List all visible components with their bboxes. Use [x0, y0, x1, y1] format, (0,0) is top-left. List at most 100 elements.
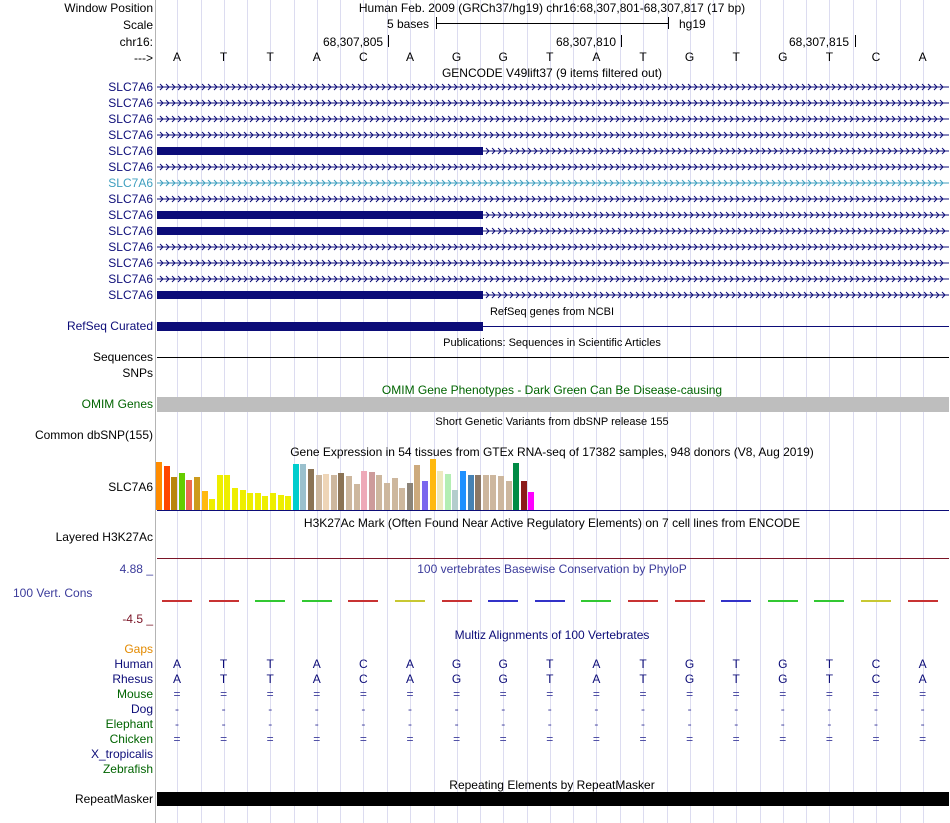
multiz-species-label[interactable]: Human [114, 657, 153, 671]
phylop-score-mark[interactable] [861, 600, 891, 602]
gtex-tissue-bar[interactable] [490, 475, 497, 510]
publications-line[interactable] [157, 357, 949, 358]
gtex-tissue-bar[interactable] [201, 491, 208, 510]
phylop-score-mark[interactable] [767, 600, 798, 602]
gtex-tissue-bar[interactable] [285, 496, 292, 510]
gtex-tissue-bar[interactable] [239, 490, 246, 510]
phylop-score-mark[interactable] [301, 600, 332, 602]
gtex-tissue-bar[interactable] [171, 477, 178, 510]
gencode-transcript-label[interactable]: SLC7A6 [108, 144, 153, 158]
gtex-tissue-bar[interactable] [346, 476, 352, 510]
gtex-tissue-bar[interactable] [338, 473, 345, 510]
gencode-transcript-track[interactable] [156, 177, 950, 189]
gtex-tissue-bar[interactable] [163, 466, 170, 510]
gtex-tissue-bar[interactable] [247, 493, 254, 510]
phylop-score-mark[interactable] [534, 600, 565, 602]
gencode-track-title[interactable]: GENCODE V49lift37 (9 items filtered out) [441, 66, 663, 80]
gtex-tissue-bar[interactable] [216, 475, 223, 510]
dbsnp-track-title[interactable]: Short Genetic Variants from dbSNP releas… [435, 416, 669, 428]
gtex-tissue-bar[interactable] [308, 469, 314, 510]
gencode-transcript-track[interactable] [156, 241, 950, 253]
repeatmasker-track-label[interactable]: RepeatMasker [74, 792, 153, 806]
gtex-tissue-bar[interactable] [475, 475, 482, 510]
gencode-transcript-label[interactable]: SLC7A6 [108, 208, 153, 222]
gtex-tissue-bar[interactable] [224, 475, 231, 510]
omim-track-title[interactable]: OMIM Gene Phenotypes - Dark Green Can Be… [381, 383, 723, 397]
phylop-track-title[interactable]: 100 vertebrates Basewise Conservation by… [417, 562, 687, 576]
phylop-score-mark[interactable] [628, 600, 658, 602]
gtex-tissue-bar[interactable] [270, 493, 276, 510]
gtex-tissue-bar[interactable] [391, 478, 398, 510]
gtex-tissue-bar[interactable] [368, 472, 375, 510]
repeatmasker-bar[interactable] [157, 792, 949, 806]
phylop-score-mark[interactable] [674, 600, 705, 602]
gtex-tissue-bar[interactable] [467, 475, 474, 510]
gtex-tissue-bar[interactable] [452, 490, 459, 510]
gtex-tissue-bar[interactable] [513, 463, 520, 510]
gencode-transcript-label[interactable]: SLC7A6 [108, 96, 153, 110]
gtex-track-label[interactable]: SLC7A6 [108, 480, 153, 494]
phylop-score-mark[interactable] [721, 600, 752, 602]
phylop-score-mark[interactable] [441, 600, 472, 602]
multiz-species-label[interactable]: Zebrafish [102, 762, 153, 776]
gencode-transcript-label[interactable]: SLC7A6 [108, 176, 153, 190]
gtex-tissue-bar[interactable] [437, 471, 444, 510]
gencode-transcript-track[interactable] [156, 97, 950, 109]
gtex-tissue-bar[interactable] [315, 475, 322, 510]
phylop-score-mark[interactable] [255, 600, 286, 602]
gtex-tissue-bar[interactable] [429, 459, 436, 510]
gencode-transcript-track[interactable] [156, 193, 950, 205]
gtex-tissue-bar[interactable] [300, 464, 307, 510]
gtex-tissue-bar[interactable] [444, 474, 451, 510]
gencode-transcript-track[interactable] [156, 113, 950, 125]
gtex-tissue-bar[interactable] [330, 475, 337, 510]
gtex-tissue-bar[interactable] [399, 488, 406, 510]
refseq-track-title[interactable]: RefSeq genes from NCBI [489, 306, 615, 318]
multiz-species-label[interactable]: Rhesus [112, 672, 153, 686]
gtex-tissue-bar[interactable] [156, 462, 162, 510]
gtex-tissue-bar[interactable] [520, 481, 527, 510]
phylop-score-mark[interactable] [208, 600, 239, 602]
phylop-score-mark[interactable] [162, 600, 192, 602]
multiz-track-title[interactable]: Multiz Alignments of 100 Vertebrates [454, 628, 650, 642]
gencode-transcript-track[interactable] [156, 257, 950, 269]
multiz-species-label[interactable]: Mouse [116, 687, 153, 701]
refseq-intron-line[interactable] [483, 326, 949, 327]
gtex-tissue-bar[interactable] [376, 475, 383, 510]
gtex-tissue-bar[interactable] [323, 474, 330, 510]
gencode-transcript-track[interactable] [156, 129, 950, 141]
gtex-tissue-bar[interactable] [209, 499, 216, 510]
gtex-tissue-bar[interactable] [384, 483, 390, 510]
h3k27ac-track-title[interactable]: H3K27Ac Mark (Often Found Near Active Re… [303, 516, 801, 530]
gencode-transcript-track[interactable] [156, 225, 950, 237]
gtex-tissue-bar[interactable] [361, 471, 368, 510]
gencode-transcript-track[interactable] [156, 81, 950, 93]
gtex-tissue-bar[interactable] [353, 484, 360, 510]
gencode-transcript-label[interactable]: SLC7A6 [108, 224, 153, 238]
gencode-transcript-label[interactable]: SLC7A6 [108, 128, 153, 142]
publications-track-label[interactable]: Sequences [92, 350, 153, 364]
phylop-track-label[interactable]: 100 Vert. Cons [13, 586, 93, 600]
gencode-transcript-label[interactable]: SLC7A6 [108, 288, 153, 302]
gencode-transcript-label[interactable]: SLC7A6 [108, 112, 153, 126]
phylop-score-mark[interactable] [395, 600, 425, 602]
gtex-tissue-bar[interactable] [422, 481, 428, 510]
multiz-species-label[interactable]: Chicken [109, 732, 153, 746]
gtex-tissue-bar[interactable] [482, 475, 489, 510]
gtex-tissue-bar[interactable] [186, 480, 193, 510]
gencode-transcript-label[interactable]: SLC7A6 [108, 160, 153, 174]
gencode-transcript-label[interactable]: SLC7A6 [108, 256, 153, 270]
omim-gene-bar[interactable] [157, 397, 949, 412]
gtex-tissue-bar[interactable] [277, 495, 284, 510]
gencode-transcript-track[interactable] [156, 273, 950, 285]
gencode-transcript-track[interactable] [156, 161, 950, 173]
gencode-transcript-label[interactable]: SLC7A6 [108, 240, 153, 254]
gencode-transcript-track[interactable] [156, 289, 950, 301]
gencode-transcript-label[interactable]: SLC7A6 [108, 80, 153, 94]
gtex-tissue-bar[interactable] [528, 492, 535, 510]
repeatmasker-track-title[interactable]: Repeating Elements by RepeatMasker [449, 778, 655, 792]
gtex-tissue-bar[interactable] [178, 473, 185, 510]
multiz-species-label[interactable]: Dog [130, 702, 153, 716]
gtex-tissue-bar[interactable] [505, 481, 512, 510]
gtex-tissue-bar[interactable] [414, 465, 421, 510]
